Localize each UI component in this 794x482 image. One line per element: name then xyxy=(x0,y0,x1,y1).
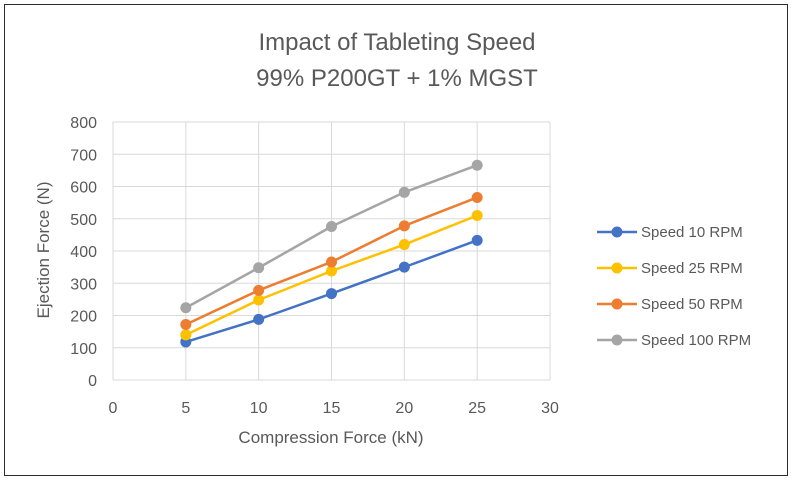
legend-marker xyxy=(611,262,623,274)
data-point xyxy=(471,210,483,222)
data-point xyxy=(398,220,410,232)
legend-item: Speed 25 RPM xyxy=(597,260,743,277)
series-lines xyxy=(180,159,483,348)
x-tick-label: 25 xyxy=(468,400,486,417)
y-axis-title: Ejection Force (N) xyxy=(34,182,53,319)
legend-label: Speed 25 RPM xyxy=(641,260,743,277)
legend-marker xyxy=(611,334,623,346)
y-axis-ticks: 0 100 200 300 400 500 600 700 800 xyxy=(70,115,97,390)
legend-label: Speed 10 RPM xyxy=(641,224,743,241)
y-tick-label: 200 xyxy=(70,309,97,326)
legend: Speed 10 RPM Speed 25 RPM Speed 50 RPM Spee… xyxy=(597,224,751,349)
data-point xyxy=(253,294,265,306)
x-tick-label: 10 xyxy=(250,400,268,417)
data-point xyxy=(326,256,337,268)
series-4 xyxy=(180,159,483,314)
x-tick-label: 0 xyxy=(109,400,118,417)
data-point xyxy=(253,313,265,325)
y-tick-label: 400 xyxy=(70,244,97,261)
data-point xyxy=(471,159,483,171)
data-point xyxy=(471,191,483,203)
series-3 xyxy=(180,191,483,331)
legend-marker xyxy=(611,298,623,310)
data-point xyxy=(471,234,483,246)
x-axis-ticks: 0 5 10 15 20 25 30 xyxy=(109,400,559,417)
legend-label: Speed 100 RPM xyxy=(641,332,751,349)
data-point xyxy=(180,329,192,341)
x-tick-label: 30 xyxy=(541,400,559,417)
y-tick-label: 500 xyxy=(70,212,97,229)
chart-frame xyxy=(4,4,788,476)
data-point xyxy=(398,186,410,198)
data-point xyxy=(253,262,265,274)
legend-item: Speed 100 RPM xyxy=(597,332,751,349)
y-tick-label: 300 xyxy=(70,276,97,293)
grid xyxy=(112,121,551,381)
data-point xyxy=(253,284,265,296)
legend-label: Speed 50 RPM xyxy=(641,296,743,313)
y-tick-label: 700 xyxy=(70,147,97,164)
data-point xyxy=(326,265,337,277)
y-tick-label: 0 xyxy=(88,373,97,390)
chart-title: Impact of Tableting Speed xyxy=(258,29,535,56)
y-tick-label: 600 xyxy=(70,180,97,197)
legend-marker xyxy=(611,226,623,238)
data-point xyxy=(180,302,192,314)
series-2 xyxy=(180,210,483,341)
data-point xyxy=(398,239,410,251)
data-point xyxy=(398,261,410,273)
data-point xyxy=(326,288,337,300)
legend-item: Speed 50 RPM xyxy=(597,296,743,313)
chart-subtitle: 99% P200GT + 1% MGST xyxy=(256,65,538,92)
y-tick-label: 800 xyxy=(70,115,97,132)
x-tick-label: 15 xyxy=(323,400,341,417)
x-tick-label: 20 xyxy=(395,400,413,417)
x-tick-label: 5 xyxy=(181,400,190,417)
data-point xyxy=(180,319,192,331)
y-tick-label: 100 xyxy=(70,341,97,358)
legend-item: Speed 10 RPM xyxy=(597,224,743,241)
data-point xyxy=(326,220,337,232)
x-axis-title: Compression Force (kN) xyxy=(238,428,423,447)
